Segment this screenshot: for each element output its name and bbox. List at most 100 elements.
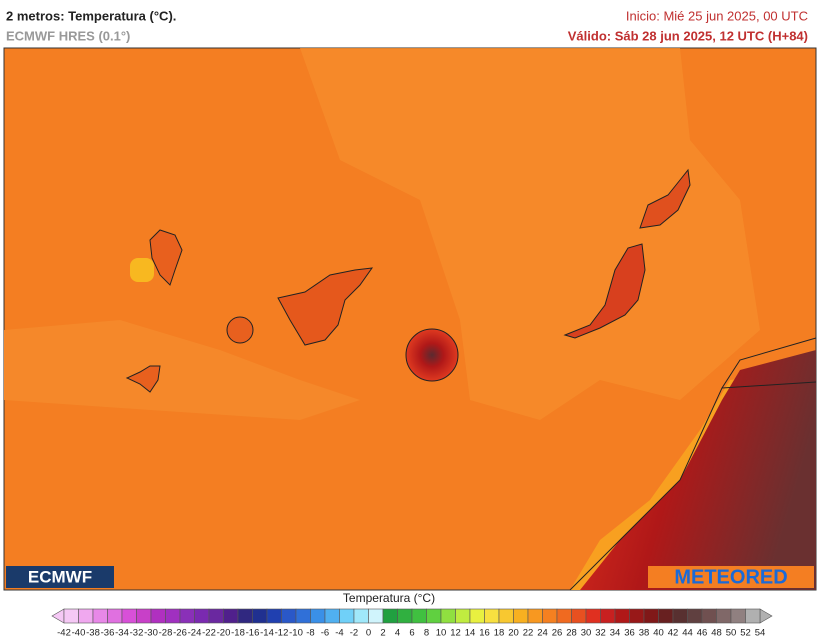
colorbar-swatch (527, 608, 543, 624)
colorbar-swatch (658, 608, 674, 624)
colorbar-tick-label: -12 (275, 628, 289, 639)
colorbar-swatch (469, 608, 485, 624)
colorbar-swatch (484, 608, 500, 624)
title: 2 metros: Temperatura (°C). (6, 8, 176, 23)
colorbar-tick-label: 28 (566, 628, 577, 639)
colorbar-swatch (339, 608, 355, 624)
colorbar-tick-label: -20 (217, 628, 231, 639)
fuerteventura (563, 243, 646, 339)
colorbar-swatch (165, 608, 181, 624)
meteored-logo (648, 566, 814, 588)
colorbar-tick-label: -10 (289, 628, 303, 639)
colorbar-tick-label: 36 (624, 628, 635, 639)
colorbar-tick-label: 44 (682, 628, 693, 639)
map (3, 47, 817, 591)
colorbar-swatch (455, 608, 471, 624)
patch (4, 320, 360, 420)
colorbar-swatch (542, 608, 558, 624)
ecmwf-logo (6, 566, 114, 588)
colorbar-swatch (687, 608, 703, 624)
colorbar-swatch (368, 608, 384, 624)
colorbar-tick-label: -14 (260, 628, 274, 639)
colorbar-swatch (252, 608, 268, 624)
colorbar-tick-label: 14 (465, 628, 476, 639)
colorbar-tick-label: 40 (653, 628, 664, 639)
colorbar-swatch (266, 608, 282, 624)
colorbar-swatch (730, 608, 746, 624)
colorbar-swatch (310, 608, 326, 624)
valid-time: Válido: Sáb 28 jun 2025, 12 UTC (H+84) (568, 28, 808, 43)
tenerife (277, 267, 374, 346)
colorbar-swatch (411, 608, 427, 624)
colorbar-tick-label: -30 (144, 628, 158, 639)
model: ECMWF HRES (0.1°) (6, 28, 130, 43)
colorbar-tick-label: -28 (159, 628, 173, 639)
colorbar-title: Temperatura (°C) (343, 591, 435, 605)
warm-patch (300, 48, 760, 420)
colorbar-swatch (78, 608, 94, 624)
colorbar-swatch (440, 608, 456, 624)
colorbar-tick-label: 34 (610, 628, 621, 639)
colorbar-swatch (701, 608, 717, 624)
colorbar-tick-label: -24 (188, 628, 202, 639)
colorbar-swatch (513, 608, 529, 624)
colorbar-tick-label: 4 (395, 628, 400, 639)
colorbar-tick-label: 30 (581, 628, 592, 639)
colorbar-tick-label: -4 (335, 628, 343, 639)
el-hierro (125, 365, 161, 393)
colorbar-swatch (585, 608, 601, 624)
colorbar-tick-label: 38 (639, 628, 650, 639)
colorbar-tick-label: 0 (366, 628, 371, 639)
colorbar-tick-label: 46 (697, 628, 708, 639)
colorbar-tick-label: -34 (115, 628, 129, 639)
colorbar-tick-label: 32 (595, 628, 606, 639)
start-time: Inicio: Mié 25 jun 2025, 00 UTC (626, 8, 808, 23)
ecmwf-logo-text: ECMWF (28, 567, 92, 586)
colorbar-swatch (672, 608, 688, 624)
colorbar-tick-label: -32 (130, 628, 144, 639)
colorbar-tick-label: 2 (380, 628, 385, 639)
colorbar-swatch (179, 608, 195, 624)
colorbar-swatch (643, 608, 659, 624)
colorbar-tick-label: 8 (424, 628, 429, 639)
colorbar-tick-label: 54 (755, 628, 766, 639)
colorbar-tick-label: -6 (321, 628, 329, 639)
colorbar-tick-label: 48 (711, 628, 722, 639)
africa-coast (569, 337, 817, 591)
colorbar-tick-label: -40 (72, 628, 86, 639)
colorbar-swatch (382, 608, 398, 624)
la-palma (149, 229, 183, 286)
colorbar-swatch (237, 608, 253, 624)
colorbar-tick-label: 22 (523, 628, 534, 639)
colorbar-tick-label: -22 (202, 628, 216, 639)
colorbar-tick-label: 26 (552, 628, 563, 639)
colorbar-tick-label: -2 (350, 628, 358, 639)
colorbar-swatch (571, 608, 587, 624)
colorbar-tick-label: 16 (479, 628, 490, 639)
meteored-logo-text: METEORED (674, 566, 787, 588)
colorbar-swatch (121, 608, 137, 624)
colorbar-swatch (136, 608, 152, 624)
colorbar-swatch (397, 608, 413, 624)
lanzarote (639, 168, 691, 229)
colorbar-swatch (353, 608, 369, 624)
colorbar-tick-label: 50 (726, 628, 737, 639)
colorbar-tick-label: 6 (409, 628, 414, 639)
colorbar-swatch (92, 608, 108, 624)
colorbar-tick-label: 24 (537, 628, 548, 639)
colorbar-swatch (63, 608, 79, 624)
border (721, 381, 817, 389)
colorbar-tick-label: -18 (231, 628, 245, 639)
land-africa (580, 350, 816, 590)
colorbar: -42 -40 -38 -36 -34 -32 -30 -28 -26 -24 -22 -20 -18-… (51, 608, 773, 639)
colorbar-swatch (107, 608, 123, 624)
colorbar-tick-label: -8 (306, 628, 314, 639)
colorbar-arrow-left (51, 608, 65, 624)
la-gomera (226, 316, 254, 344)
gran-canaria (405, 328, 459, 382)
colorbar-tick-label: 42 (668, 628, 679, 639)
colorbar-tick-label: 12 (450, 628, 461, 639)
colorbar-swatch (716, 608, 732, 624)
